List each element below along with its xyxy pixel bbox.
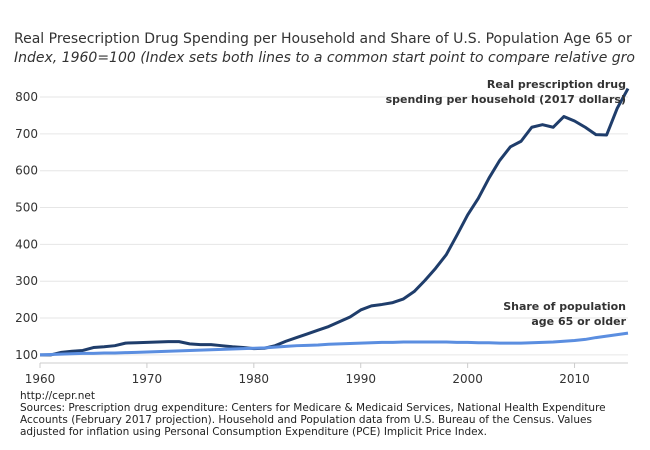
source-note: Accounts (February 2017 projection). Hou… (20, 414, 592, 426)
x-tick-label: 2000 (452, 372, 483, 386)
x-tick-label: 1970 (132, 372, 163, 386)
chart-title: Real Presecription Drug Spending per Hou… (14, 31, 632, 47)
source-note: http://cepr.net (20, 390, 95, 402)
source-note: adjusted for inflation using Personal Co… (20, 426, 487, 438)
y-tick-label: 200 (15, 311, 38, 325)
series-label: age 65 or older (531, 315, 626, 328)
series-label: Real prescription drug (487, 78, 626, 91)
y-tick-label: 700 (15, 127, 38, 141)
x-tick-label: 1960 (25, 372, 56, 386)
x-tick-label: 2010 (559, 372, 590, 386)
x-tick-label: 1990 (345, 372, 376, 386)
series-line (39, 331, 629, 357)
series-label: spending per household (2017 dollars) (386, 93, 626, 106)
series-line (40, 87, 630, 357)
chart-subtitle: Index, 1960=100 (Index sets both lines t… (14, 50, 635, 66)
series-label: Share of population (503, 300, 626, 313)
source-note: Sources: Prescription drug expenditure: … (20, 402, 606, 414)
y-tick-label: 400 (15, 237, 38, 251)
y-tick-label: 800 (15, 90, 38, 104)
y-tick-label: 500 (15, 201, 38, 215)
y-tick-label: 300 (15, 274, 38, 288)
x-tick-label: 1980 (239, 372, 270, 386)
y-tick-label: 100 (15, 348, 38, 362)
y-tick-label: 600 (15, 164, 38, 178)
